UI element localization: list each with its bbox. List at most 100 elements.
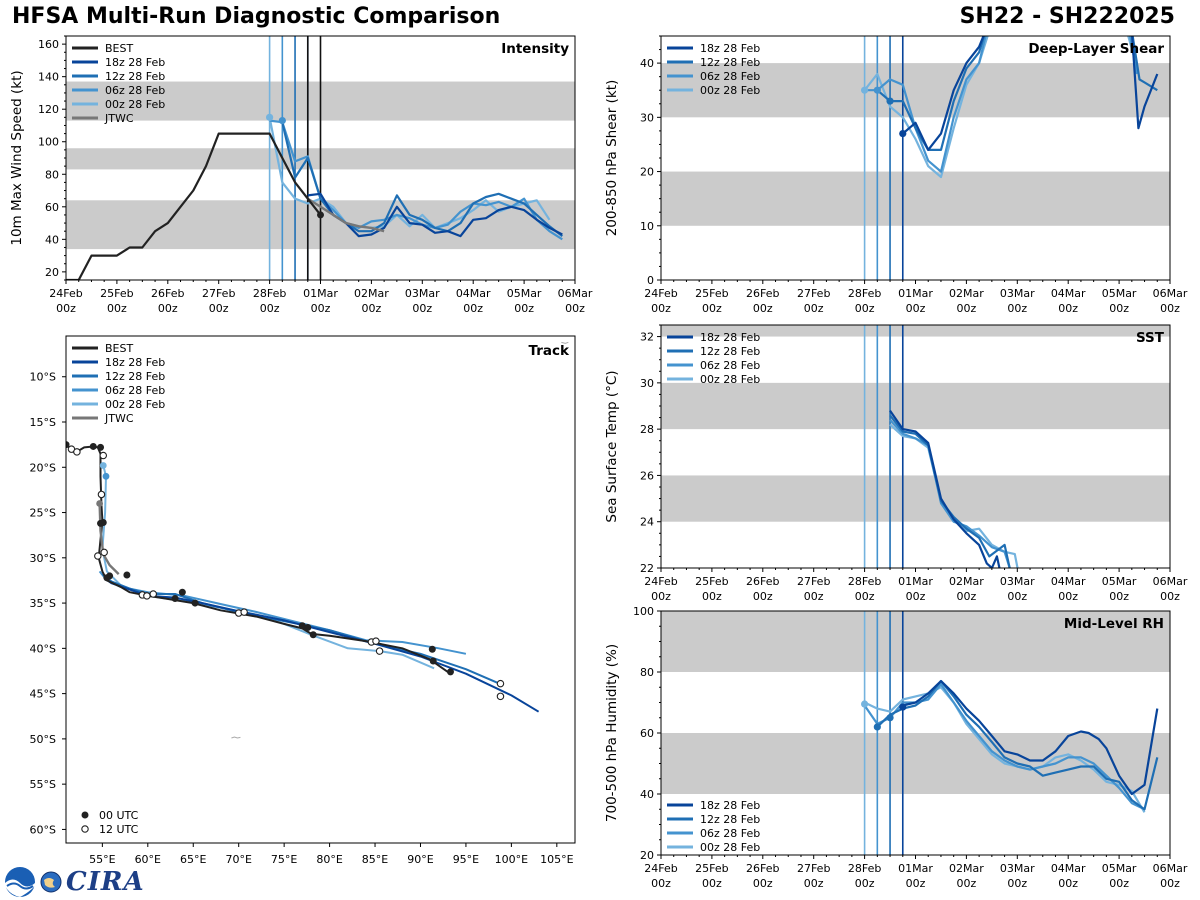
track-point-00utc (171, 595, 179, 603)
x-tick-label: 28Feb (253, 287, 286, 300)
legend-label: JTWC (104, 412, 134, 425)
x-tick-label: 26Feb (746, 287, 779, 300)
storm-id: SH22 - SH222025 (959, 4, 1175, 29)
y-tick-label: 20 (640, 849, 654, 862)
track-init-point (96, 500, 104, 507)
y-axis-label: 10m Max Wind Speed (kt) (9, 70, 25, 245)
track-point-12utc (97, 490, 106, 499)
x-tick-label: 01Mar (898, 862, 933, 875)
x-tick-label: 00z (906, 302, 926, 315)
legend-label: 18z 28 Feb (105, 356, 165, 369)
x-tick-label: 02Mar (949, 287, 984, 300)
legend-label: 06z 28 Feb (700, 359, 760, 372)
track-point-00utc (89, 442, 97, 450)
track-point-00utc (191, 599, 199, 607)
track-line-best (66, 443, 449, 673)
y-tick-label: 20°S (30, 461, 56, 474)
track-point-00utc (178, 588, 186, 596)
track-point-00utc (298, 622, 306, 630)
init-marker (886, 714, 894, 722)
init-marker (873, 86, 881, 94)
panel-title: Intensity (501, 41, 569, 57)
y-axis-label: 700-500 hPa Humidity (%) (604, 644, 620, 822)
legend-label: 12z 28 Feb (700, 345, 760, 358)
y-tick-label: 25°S (30, 507, 56, 520)
x-tick-label: 00z (651, 302, 671, 315)
legend-label: 12z 28 Feb (700, 56, 760, 69)
x-tick-label: 00z (260, 302, 280, 315)
series-line-run12 (889, 414, 1011, 568)
y-tick-label: 20 (45, 266, 59, 279)
x-tick-label: 00z (1058, 590, 1078, 603)
legend-label: 18z 28 Feb (700, 799, 760, 812)
y-tick-label: 50°S (30, 733, 56, 746)
x-tick-label: 00z (651, 877, 671, 890)
x-tick-label: 06Mar (1153, 287, 1188, 300)
legend-label: 12z 28 Feb (105, 370, 165, 383)
y-tick-label: 100 (633, 605, 654, 618)
x-tick-label: 25Feb (695, 287, 728, 300)
legend-label: 12 UTC (99, 823, 139, 836)
x-tick-label: 04Mar (456, 287, 491, 300)
track-point-00utc (66, 441, 70, 449)
series-line-best (66, 132, 322, 280)
y-tick-label: 22 (640, 562, 654, 575)
track-point-00utc (304, 624, 312, 632)
x-tick-label: 05Mar (1102, 575, 1137, 588)
panel-title: SST (1136, 330, 1165, 346)
x-tick-label: 00z (1058, 302, 1078, 315)
x-tick-label: 25Feb (695, 575, 728, 588)
legend-label: 12z 28 Feb (105, 70, 165, 83)
y-tick-label: 80 (640, 666, 654, 679)
panel-title: Track (529, 343, 570, 359)
x-tick-label: 27Feb (797, 862, 830, 875)
panel-title: Deep-Layer Shear (1028, 41, 1164, 57)
x-tick-label: 65°E (180, 853, 206, 866)
x-tick-label: 27Feb (202, 287, 235, 300)
x-tick-label: 02Mar (354, 287, 389, 300)
x-tick-label: 04Mar (1051, 575, 1086, 588)
y-tick-label: 30°S (30, 552, 56, 565)
legend-label: 00z 28 Feb (700, 84, 760, 97)
track-point-12utc (496, 679, 505, 688)
y-tick-label: 24 (640, 516, 654, 529)
x-tick-label: 00z (753, 590, 773, 603)
plot-area (66, 36, 575, 280)
x-tick-label: 00z (702, 877, 722, 890)
threshold-band (661, 475, 1170, 522)
y-tick-label: 40 (45, 233, 59, 246)
y-tick-label: 30 (640, 111, 654, 124)
y-tick-label: 15°S (30, 416, 56, 429)
y-tick-label: 80 (45, 168, 59, 181)
series-line-run12 (876, 679, 1159, 811)
x-tick-label: 03Mar (1000, 575, 1035, 588)
panel-title: Mid-Level RH (1064, 616, 1164, 632)
panel-sst: 22 24 26 28 30 32 24Feb 00z 25Feb 00z 26Feb 00z 27Fe… (604, 324, 1188, 603)
series-line-run18 (902, 36, 1159, 151)
plot-area (66, 341, 569, 739)
y-tick-label: 10 (640, 220, 654, 233)
x-tick-label: 00z (702, 590, 722, 603)
x-tick-label: 27Feb (797, 287, 830, 300)
x-tick-label: 00z (1007, 877, 1027, 890)
x-tick-label: 00z (906, 877, 926, 890)
x-tick-label: 28Feb (848, 287, 881, 300)
legend-label: 18z 28 Feb (700, 42, 760, 55)
threshold-band (661, 611, 1170, 672)
track-point-00utc (429, 657, 437, 665)
x-tick-label: 24Feb (644, 862, 677, 875)
y-tick-label: 60°S (30, 823, 56, 836)
plot-area (661, 36, 1170, 280)
x-tick-label: 00z (311, 302, 331, 315)
x-tick-label: 24Feb (644, 575, 677, 588)
x-tick-label: 00z (906, 590, 926, 603)
track-point-12utc (99, 451, 108, 460)
x-tick-label: 00z (1160, 590, 1180, 603)
legend-marker-12utc (81, 825, 89, 833)
y-tick-label: 28 (640, 423, 654, 436)
y-tick-label: 45°S (30, 688, 56, 701)
panel-track: 55°E 60°E 65°E 70°E 75°E 80°E 85°E 90°E 95°E 100°… (30, 335, 576, 866)
track-point-12utc (375, 647, 384, 655)
series-line-run06 (864, 36, 1138, 173)
